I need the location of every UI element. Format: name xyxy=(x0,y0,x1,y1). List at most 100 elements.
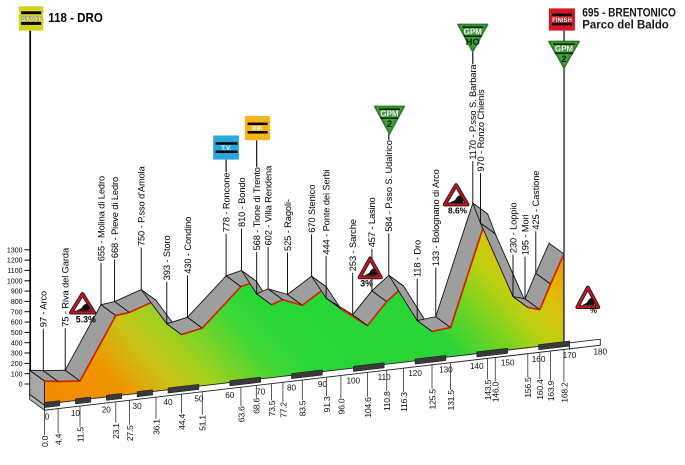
svg-text:FINISH: FINISH xyxy=(552,17,572,24)
svg-text:133 - Bolognano di Arco: 133 - Bolognano di Arco xyxy=(431,169,441,266)
svg-text:970 - Ronzo Chienis: 970 - Ronzo Chienis xyxy=(476,89,486,172)
svg-text:584 - P.sso S. Udalrico: 584 - P.sso S. Udalrico xyxy=(384,140,394,232)
svg-text:63.6: 63.6 xyxy=(236,406,246,422)
svg-text:51.1: 51.1 xyxy=(198,415,208,431)
svg-text:75 - Riva del Garda: 75 - Riva del Garda xyxy=(61,247,71,327)
svg-text:100: 100 xyxy=(11,371,23,378)
svg-text:27.5: 27.5 xyxy=(125,425,135,441)
svg-text:GPM: GPM xyxy=(555,45,574,54)
svg-text:2: 2 xyxy=(561,53,566,64)
svg-text:68.6: 68.6 xyxy=(252,398,262,414)
svg-text:3%: 3% xyxy=(360,279,373,289)
svg-text:900: 900 xyxy=(11,289,23,296)
svg-text:150: 150 xyxy=(501,358,515,367)
svg-text:0: 0 xyxy=(19,382,23,389)
svg-text:143.5: 143.5 xyxy=(483,380,493,401)
svg-text:160.4: 160.4 xyxy=(535,379,545,400)
svg-text:91.3: 91.3 xyxy=(322,396,332,412)
svg-text:600: 600 xyxy=(11,320,23,327)
svg-text:425 - Castione: 425 - Castione xyxy=(531,171,541,230)
svg-text:40: 40 xyxy=(163,398,173,407)
svg-text:140: 140 xyxy=(470,362,484,371)
svg-text:Parco del Baldo: Parco del Baldo xyxy=(582,18,669,32)
svg-text:195 - Mori: 195 - Mori xyxy=(520,214,530,255)
svg-text:778 - Roncone: 778 - Roncone xyxy=(221,173,231,233)
svg-text:30: 30 xyxy=(133,402,143,411)
svg-text:300: 300 xyxy=(11,351,23,358)
svg-text:HO: HO xyxy=(466,36,480,47)
svg-text:810 - Bondo: 810 - Bondo xyxy=(237,177,247,227)
svg-text:97 - Arco: 97 - Arco xyxy=(39,291,49,327)
svg-text:670 Stenico: 670 Stenico xyxy=(307,185,317,233)
svg-text:568 - Tione di Trento: 568 - Tione di Trento xyxy=(252,167,262,250)
svg-text:10: 10 xyxy=(71,409,81,418)
svg-text:163.9: 163.9 xyxy=(546,381,556,402)
svg-text:0.0: 0.0 xyxy=(40,435,50,447)
svg-text:750 - P.sso d'Amola: 750 - P.sso d'Amola xyxy=(137,165,147,246)
svg-text:156.5: 156.5 xyxy=(523,377,533,398)
svg-text:160: 160 xyxy=(532,355,546,364)
svg-text:525 - Ragoli-: 525 - Ragoli- xyxy=(283,199,293,251)
svg-text:5.3%: 5.3% xyxy=(76,315,96,325)
svg-text:130: 130 xyxy=(439,366,453,375)
svg-text:168.2: 168.2 xyxy=(559,382,569,403)
svg-text:655 - Molina di Ledro: 655 - Molina di Ledro xyxy=(96,176,106,261)
svg-text:70: 70 xyxy=(256,387,266,396)
svg-text:96.0: 96.0 xyxy=(336,398,346,414)
svg-text:253 - Sarche: 253 - Sarche xyxy=(348,219,358,271)
svg-text:1000: 1000 xyxy=(7,278,23,285)
svg-text:4.4: 4.4 xyxy=(54,433,64,445)
svg-text:230 - Loppio: 230 - Loppio xyxy=(508,203,518,254)
svg-text:695 - BRENTONICO: 695 - BRENTONICO xyxy=(582,5,676,19)
svg-text:60: 60 xyxy=(225,391,235,400)
svg-text:50: 50 xyxy=(194,395,204,404)
svg-text:36.1: 36.1 xyxy=(151,419,161,435)
svg-text:400: 400 xyxy=(11,340,23,347)
svg-text:668 - Pieve di Ledro: 668 - Pieve di Ledro xyxy=(110,177,120,258)
svg-text:500: 500 xyxy=(11,330,23,337)
svg-text:118 - Dro: 118 - Dro xyxy=(413,240,423,277)
svg-text:2: 2 xyxy=(387,118,392,129)
svg-text:23.1: 23.1 xyxy=(111,423,121,439)
svg-text:393 - Storo: 393 - Storo xyxy=(162,235,172,280)
svg-text:800: 800 xyxy=(11,299,23,306)
svg-text:44.4: 44.4 xyxy=(177,414,187,430)
svg-text:131.5: 131.5 xyxy=(446,390,456,411)
svg-text:START: START xyxy=(21,16,41,23)
svg-text:GPM: GPM xyxy=(380,110,399,119)
svg-text:1300: 1300 xyxy=(7,247,23,254)
svg-text:1170 - P.sso S. Barbara: 1170 - P.sso S. Barbara xyxy=(468,64,478,160)
svg-text:180: 180 xyxy=(593,348,607,357)
svg-text:73.5: 73.5 xyxy=(267,400,277,416)
svg-text:125.5: 125.5 xyxy=(427,389,437,410)
svg-text:457 - Lasino: 457 - Lasino xyxy=(367,197,377,247)
svg-text:0: 0 xyxy=(45,413,50,422)
svg-text:110.8: 110.8 xyxy=(382,391,392,411)
svg-text:444 - Ponte dei Serbi: 444 - Ponte dei Serbi xyxy=(321,169,331,254)
svg-text:1200: 1200 xyxy=(7,258,23,265)
svg-text:120: 120 xyxy=(408,369,422,378)
svg-text:T.V.: T.V. xyxy=(221,145,231,152)
svg-text:430 - Condino: 430 - Condino xyxy=(183,217,193,274)
svg-text:170: 170 xyxy=(563,351,577,360)
svg-text:11.5: 11.5 xyxy=(75,427,85,443)
svg-text:700: 700 xyxy=(11,309,23,316)
svg-text:RIF.: RIF. xyxy=(252,125,263,132)
svg-text:20: 20 xyxy=(102,405,112,414)
svg-text:90: 90 xyxy=(318,380,328,389)
svg-text:116.3: 116.3 xyxy=(399,392,409,412)
svg-text:100: 100 xyxy=(346,377,360,386)
svg-text:8.6%: 8.6% xyxy=(448,206,468,216)
svg-text:602 - Villa Rendena: 602 - Villa Rendena xyxy=(263,165,273,246)
svg-text:104.6: 104.6 xyxy=(363,397,373,418)
svg-text:GPM: GPM xyxy=(464,28,483,37)
svg-text:118 - DRO: 118 - DRO xyxy=(48,10,103,25)
svg-text:%: % xyxy=(590,306,597,315)
svg-text:146.0: 146.0 xyxy=(491,382,501,403)
svg-text:80: 80 xyxy=(287,384,297,393)
svg-text:110: 110 xyxy=(378,373,391,382)
svg-text:83.5: 83.5 xyxy=(298,400,308,416)
svg-text:1100: 1100 xyxy=(7,268,22,275)
svg-text:77.2: 77.2 xyxy=(278,402,288,418)
svg-text:200: 200 xyxy=(11,361,23,368)
